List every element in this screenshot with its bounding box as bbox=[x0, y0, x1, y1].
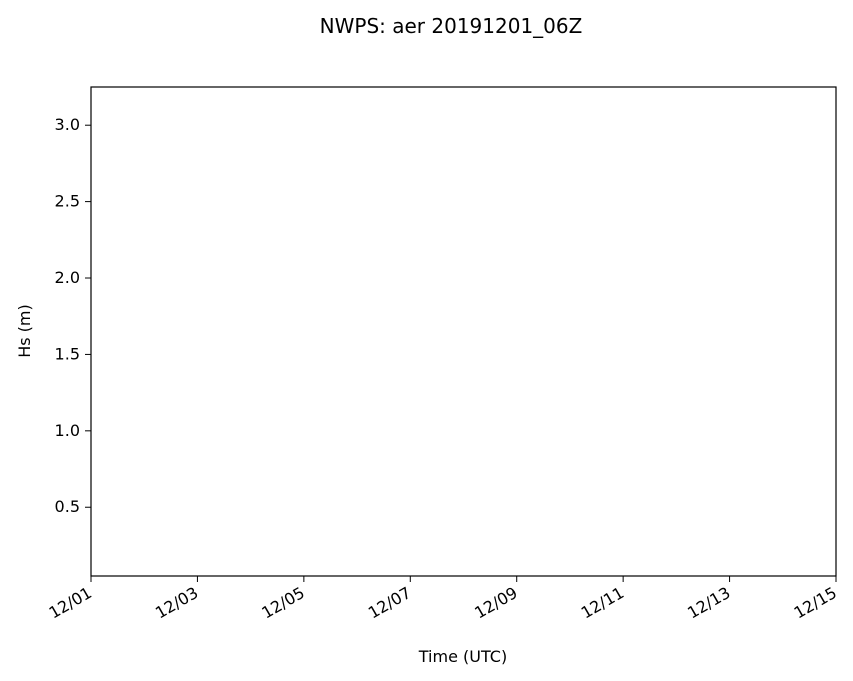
y-tick-label: 1.0 bbox=[55, 421, 80, 440]
y-tick-label: 2.5 bbox=[55, 192, 80, 211]
y-tick-label: 2.0 bbox=[55, 268, 80, 287]
y-tick-label: 3.0 bbox=[55, 115, 80, 134]
y-tick-label: 1.5 bbox=[55, 344, 80, 363]
y-axis-title: Hs (m) bbox=[15, 304, 34, 358]
chart-title: NWPS: aer 20191201_06Z bbox=[320, 14, 583, 38]
x-axis-title: Time (UTC) bbox=[418, 647, 507, 666]
axes-layer: 0.51.01.52.02.53.012/01 12/03 12/05 12/07 12… bbox=[46, 86, 840, 623]
y-tick-label: 0.5 bbox=[55, 497, 80, 516]
plot-frame bbox=[90, 86, 837, 577]
